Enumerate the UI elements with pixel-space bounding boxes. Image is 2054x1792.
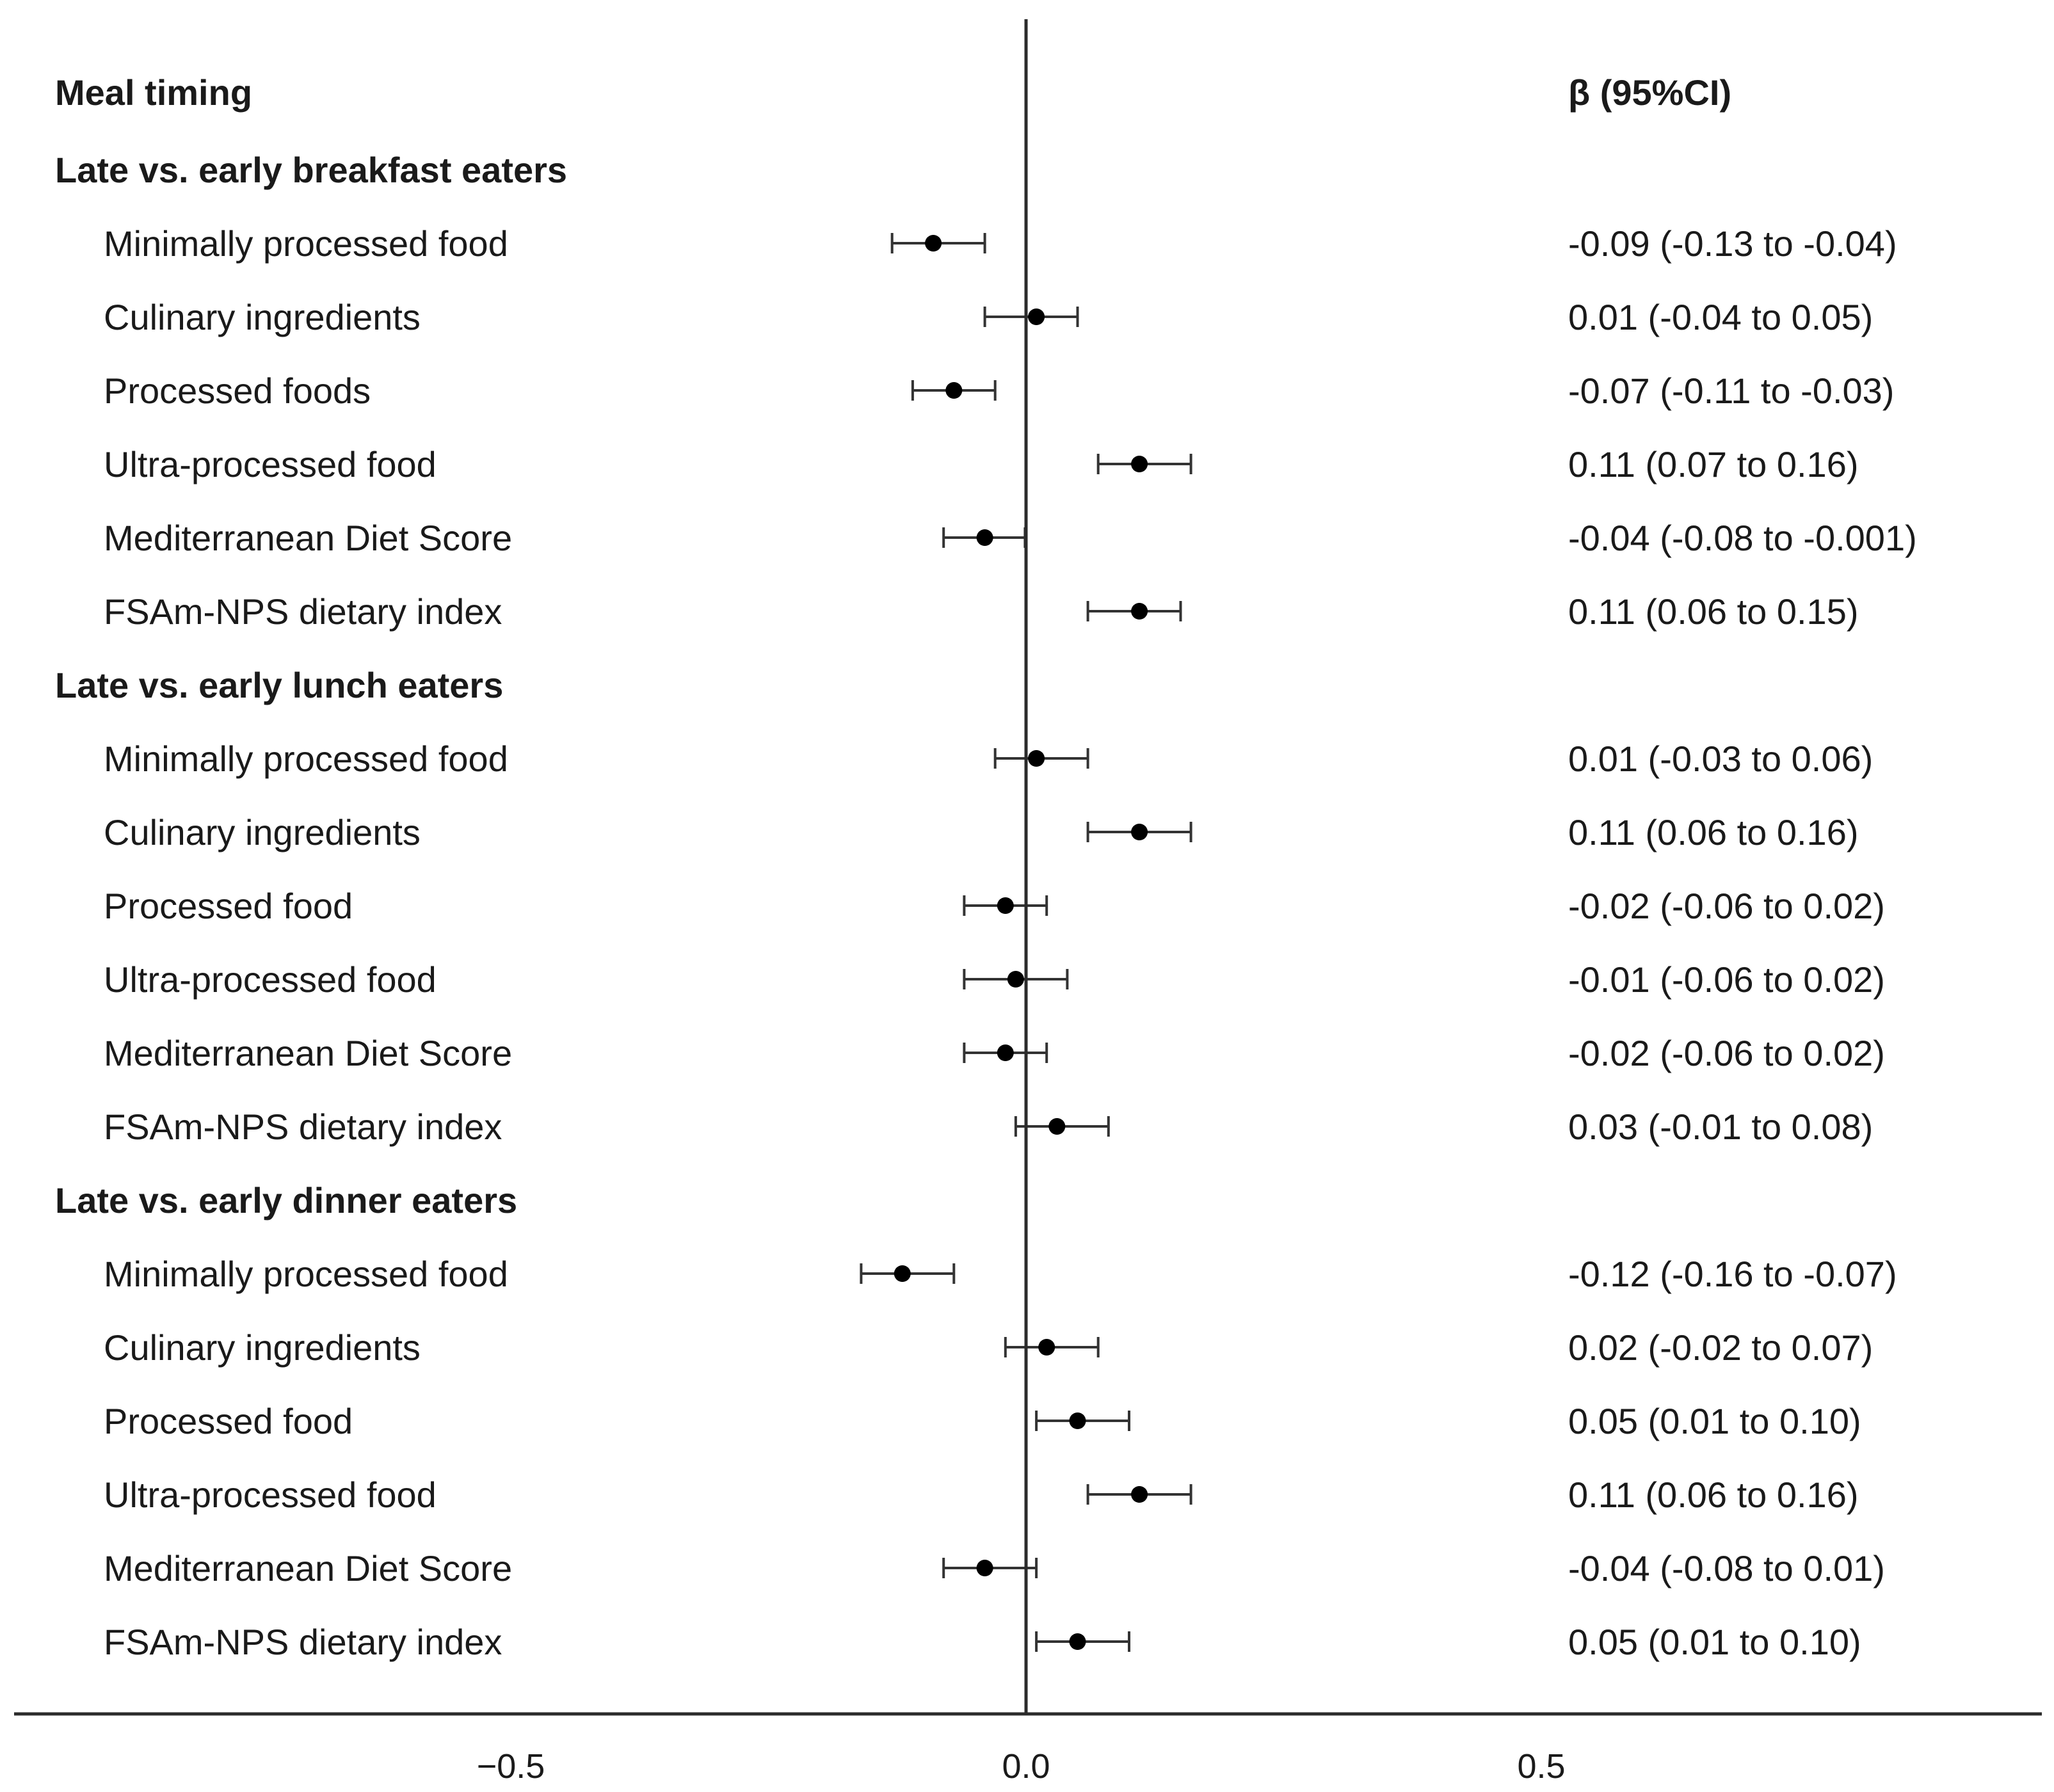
beta-ci-value: -0.02 (-0.06 to 0.02) (1568, 886, 1885, 926)
row-label: Culinary ingredients (104, 1327, 421, 1368)
point-estimate (976, 529, 993, 546)
row-label: Processed food (104, 1401, 353, 1441)
row-label: Mediterranean Diet Score (104, 1548, 512, 1588)
row-label: Minimally processed food (104, 739, 508, 779)
beta-ci-value: 0.11 (0.06 to 0.15) (1568, 591, 1859, 632)
point-estimate (997, 1044, 1014, 1061)
beta-ci-value: -0.02 (-0.06 to 0.02) (1568, 1033, 1885, 1073)
beta-ci-value: 0.05 (0.01 to 0.10) (1568, 1401, 1861, 1441)
beta-ci-value: 0.11 (0.06 to 0.16) (1568, 812, 1859, 852)
row-label: Ultra-processed food (104, 1475, 437, 1515)
row-label: Ultra-processed food (104, 959, 437, 1000)
beta-ci-value: 0.11 (0.07 to 0.16) (1568, 444, 1859, 484)
point-estimate (1038, 1339, 1055, 1356)
row-label: FSAm-NPS dietary index (104, 1622, 502, 1662)
beta-ci-value: 0.02 (-0.02 to 0.07) (1568, 1327, 1873, 1368)
row-label: Culinary ingredients (104, 812, 421, 852)
x-tick-label: −0.5 (477, 1747, 545, 1786)
point-estimate (997, 897, 1014, 914)
point-estimate (1028, 308, 1045, 325)
beta-ci-value: -0.09 (-0.13 to -0.04) (1568, 223, 1897, 264)
row-label: Minimally processed food (104, 223, 508, 264)
row-label: Culinary ingredients (104, 297, 421, 337)
point-estimate (894, 1265, 911, 1282)
beta-ci-value: 0.01 (-0.04 to 0.05) (1568, 297, 1873, 337)
point-estimate (1028, 750, 1045, 767)
beta-ci-value: 0.05 (0.01 to 0.10) (1568, 1622, 1861, 1662)
row-label: Minimally processed food (104, 1254, 508, 1294)
point-estimate (1007, 971, 1024, 988)
beta-ci-value: -0.01 (-0.06 to 0.02) (1568, 959, 1885, 1000)
group-label: Late vs. early lunch eaters (55, 665, 503, 705)
point-estimate (1131, 824, 1148, 840)
estimate-column-header: β (95%CI) (1568, 72, 1731, 113)
point-estimate (1131, 456, 1148, 472)
point-estimate (976, 1560, 993, 1576)
point-estimate (1069, 1412, 1086, 1429)
point-estimate (1131, 1486, 1148, 1503)
row-label: Ultra-processed food (104, 444, 437, 484)
point-estimate (925, 235, 942, 252)
beta-ci-value: 0.01 (-0.03 to 0.06) (1568, 739, 1873, 779)
row-label: Mediterranean Diet Score (104, 518, 512, 558)
point-estimate (1069, 1633, 1086, 1650)
x-tick-label: 0.5 (1517, 1747, 1565, 1786)
row-label: FSAm-NPS dietary index (104, 1107, 502, 1147)
point-estimate (1131, 603, 1148, 620)
group-label: Late vs. early breakfast eaters (55, 150, 567, 190)
beta-ci-value: 0.03 (-0.01 to 0.08) (1568, 1107, 1873, 1147)
row-label: Processed food (104, 886, 353, 926)
group-label: Late vs. early dinner eaters (55, 1180, 517, 1220)
x-tick-label: 0.0 (1002, 1747, 1050, 1786)
beta-ci-value: -0.12 (-0.16 to -0.07) (1568, 1254, 1897, 1294)
row-label: FSAm-NPS dietary index (104, 591, 502, 632)
chart-title: Meal timing (55, 72, 252, 113)
point-estimate (1048, 1118, 1066, 1135)
row-label: Mediterranean Diet Score (104, 1033, 512, 1073)
beta-ci-value: 0.11 (0.06 to 0.16) (1568, 1475, 1859, 1515)
beta-ci-value: -0.07 (-0.11 to -0.03) (1568, 371, 1894, 411)
row-label: Processed foods (104, 371, 371, 411)
point-estimate (945, 382, 963, 399)
forest-rows: Late vs. early breakfast eaters Minimally… (55, 150, 1917, 1662)
x-axis-ticks: −0.5 0.0 0.5 (477, 1747, 1566, 1786)
beta-ci-value: -0.04 (-0.08 to -0.001) (1568, 518, 1917, 558)
beta-ci-value: -0.04 (-0.08 to 0.01) (1568, 1548, 1885, 1588)
